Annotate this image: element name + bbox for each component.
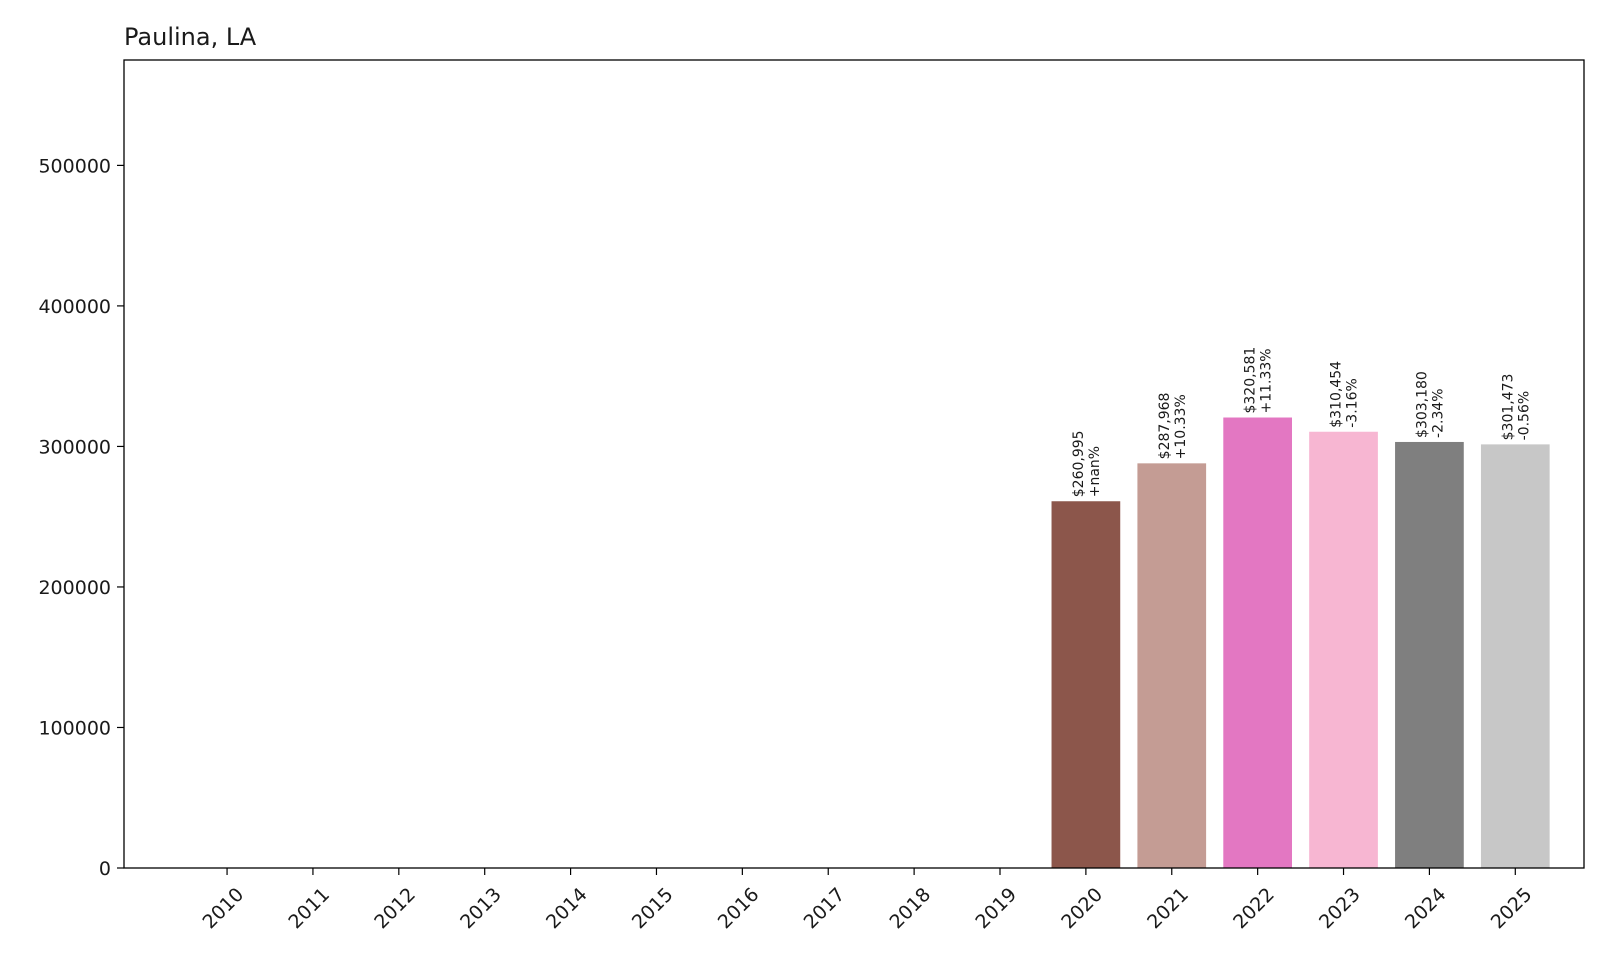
x-tick-label: 2012 bbox=[370, 884, 420, 934]
x-tick-label: 2019 bbox=[971, 884, 1021, 934]
x-axis: 2010 2011 2012 2013 2014 2015 2016 2017 2018 2019… bbox=[198, 868, 1536, 933]
bar-change-label: +11.33% bbox=[1259, 348, 1275, 413]
x-tick-label: 2016 bbox=[714, 884, 764, 934]
y-tick-label: 500000 bbox=[38, 155, 111, 177]
bar-2020 bbox=[1051, 501, 1121, 868]
bar-value-label: $320,581 bbox=[1243, 347, 1259, 414]
plot-frame bbox=[123, 59, 1585, 869]
bar-value-label: $301,473 bbox=[1500, 374, 1516, 441]
y-tick-label: 300000 bbox=[38, 436, 111, 458]
bar-value-label: $310,454 bbox=[1329, 361, 1345, 428]
y-tick-label: 100000 bbox=[38, 717, 111, 739]
bar-2021 bbox=[1137, 463, 1207, 868]
bars-layer bbox=[1051, 417, 1550, 868]
bar-change-label: -3.16% bbox=[1345, 378, 1361, 428]
x-tick-label: 2022 bbox=[1229, 884, 1279, 934]
bar-change-label: +10.33% bbox=[1173, 394, 1189, 459]
y-tick-label: 400000 bbox=[38, 296, 111, 318]
bar-2023 bbox=[1309, 431, 1378, 868]
x-tick-label: 2024 bbox=[1401, 884, 1451, 934]
bar-2022 bbox=[1223, 417, 1292, 868]
x-tick-label: 2021 bbox=[1143, 884, 1193, 934]
y-tick-label: 200000 bbox=[38, 577, 111, 599]
y-axis: 0 100000 200000 300000 400000 500000 bbox=[38, 155, 124, 880]
x-tick-label: 2017 bbox=[800, 884, 850, 934]
bar-labels-layer: $260,995 +nan% $287,968 +10.33% $320,581 +11.… bbox=[1071, 347, 1532, 498]
bar-value-label: $303,180 bbox=[1414, 371, 1430, 438]
x-tick-label: 2013 bbox=[456, 884, 506, 934]
x-tick-label: 2015 bbox=[628, 884, 678, 934]
x-tick-label: 2011 bbox=[284, 884, 334, 934]
x-tick-label: 2023 bbox=[1315, 884, 1365, 934]
bar-value-label: $287,968 bbox=[1157, 393, 1173, 460]
bar-change-label: -2.34% bbox=[1430, 388, 1446, 438]
x-tick-label: 2020 bbox=[1057, 884, 1107, 934]
y-tick-label: 0 bbox=[99, 858, 111, 880]
bar-value-label: $260,995 bbox=[1071, 430, 1087, 497]
x-tick-label: 2018 bbox=[886, 884, 936, 934]
chart-title: Paulina, LA bbox=[124, 23, 257, 51]
x-tick-label: 2014 bbox=[542, 884, 592, 934]
bar-2024 bbox=[1395, 441, 1464, 868]
x-tick-label: 2010 bbox=[198, 884, 248, 934]
bar-2025 bbox=[1480, 444, 1550, 868]
bar-change-label: +nan% bbox=[1087, 446, 1103, 497]
bar-change-label: -0.56% bbox=[1516, 391, 1532, 441]
x-tick-label: 2025 bbox=[1487, 884, 1537, 934]
